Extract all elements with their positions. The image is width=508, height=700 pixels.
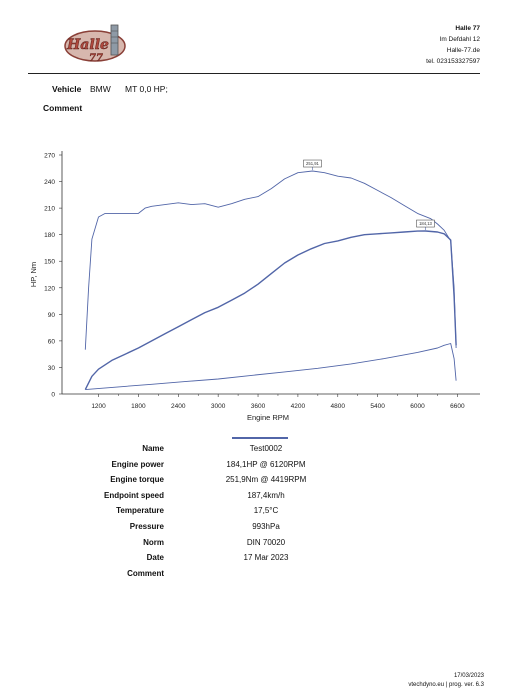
header-divider xyxy=(28,73,480,74)
y-axis-label: HP, Nm xyxy=(29,262,38,287)
annotation-box xyxy=(303,159,322,168)
comment-label: Comment xyxy=(43,103,83,113)
result-value: Test0002 xyxy=(249,444,283,453)
y-tick-label: 270 xyxy=(44,153,55,160)
result-key: Engine torque xyxy=(110,475,164,485)
x-tick-label: 1800 xyxy=(131,403,146,410)
company-phone: tel. 023153327597 xyxy=(426,58,480,65)
y-tick-label: 210 xyxy=(44,206,55,213)
svg-text:Halle: Halle xyxy=(66,37,109,53)
company-info: Halle 77 Im Defdahl 12 Halle-77.de tel. … xyxy=(426,23,480,67)
result-key: Engine power xyxy=(111,459,164,469)
company-website: Halle-77.de xyxy=(446,47,480,54)
y-tick-label: 240 xyxy=(44,179,55,186)
halle77-logo: Halle 77 xyxy=(64,24,126,64)
result-row: Engine power 184,1HP @ 6120RPM xyxy=(40,460,460,476)
y-tick-label: 0 xyxy=(51,392,55,399)
company-address: Im Defdahl 12 xyxy=(439,36,480,43)
vehicle-model: MT 0,0 HP; xyxy=(125,84,168,94)
result-value: 251,9Nm @ 4419RPM xyxy=(225,475,307,485)
x-tick-label: 2400 xyxy=(171,403,186,410)
footer-date: 17/03/2023 xyxy=(453,673,484,679)
result-key: Comment xyxy=(127,568,164,578)
result-row: Comment xyxy=(40,569,460,585)
result-key: Name xyxy=(142,444,164,453)
loss-curve xyxy=(85,343,457,391)
power-curve xyxy=(84,230,457,390)
series-indicator xyxy=(232,437,288,439)
y-tick-label: 90 xyxy=(48,312,56,319)
result-key: Endpoint speed xyxy=(104,490,164,500)
result-value: 184,1HP @ 6120RPM xyxy=(226,459,306,469)
dyno-chart: 0 30 60 90 120 150 180 210 240 270 1200 1800 2400 300… xyxy=(29,151,480,422)
annotation-label: 251,91 xyxy=(306,161,319,166)
x-tick-label: 4200 xyxy=(291,403,306,410)
result-row: Date 17 Mar 2023 xyxy=(40,553,460,569)
y-tick-label: 60 xyxy=(48,338,56,345)
vehicle-make: BMW xyxy=(90,84,111,94)
y-tick-label: 30 xyxy=(48,365,56,372)
y-tick-label: 150 xyxy=(44,259,55,266)
x-tick-label: 1200 xyxy=(91,403,106,410)
footer-software: vtechdyno.eu | prog. ver. 6.3 xyxy=(408,682,484,688)
x-tick-label: 3600 xyxy=(251,403,266,410)
result-key: Pressure xyxy=(129,522,164,531)
result-key: Temperature xyxy=(116,506,164,516)
result-row: Pressure 993hPa xyxy=(40,522,460,538)
torque-curve xyxy=(84,170,457,350)
x-tick-label: 6600 xyxy=(450,403,465,410)
footer: 17/03/2023 vtechdyno.eu | prog. ver. 6.3 xyxy=(408,672,484,690)
company-name: Halle 77 xyxy=(455,25,480,32)
result-key: Norm xyxy=(143,537,164,547)
result-value: 17,5°C xyxy=(253,506,279,516)
annotation-label: 184,13 xyxy=(419,221,432,226)
result-key: Date xyxy=(146,553,164,563)
result-row: Norm DIN 70020 xyxy=(40,538,460,554)
x-tick-label: 5400 xyxy=(370,403,385,410)
x-tick-label: 4800 xyxy=(331,403,346,410)
vehicle-label: Vehicle xyxy=(52,84,82,94)
result-row: Engine torque 251,9Nm @ 4419RPM xyxy=(40,475,460,491)
result-value: 17 Mar 2023 xyxy=(243,553,289,563)
annotation-box xyxy=(416,219,435,228)
result-row: Temperature 17,5°C xyxy=(40,506,460,522)
y-tick-label: 180 xyxy=(44,232,55,239)
result-row: Name Test0002 xyxy=(40,444,460,460)
result-row: Endpoint speed 187,4km/h xyxy=(40,491,460,507)
x-tick-label: 6000 xyxy=(410,403,425,410)
result-value: 187,4km/h xyxy=(247,490,285,500)
result-value: 993hPa xyxy=(252,522,280,531)
svg-text:77: 77 xyxy=(89,53,103,64)
y-tick-label: 120 xyxy=(44,285,55,292)
x-axis-label: Engine RPM xyxy=(247,413,289,422)
x-tick-label: 3000 xyxy=(211,403,226,410)
result-value: DIN 70020 xyxy=(246,537,286,547)
